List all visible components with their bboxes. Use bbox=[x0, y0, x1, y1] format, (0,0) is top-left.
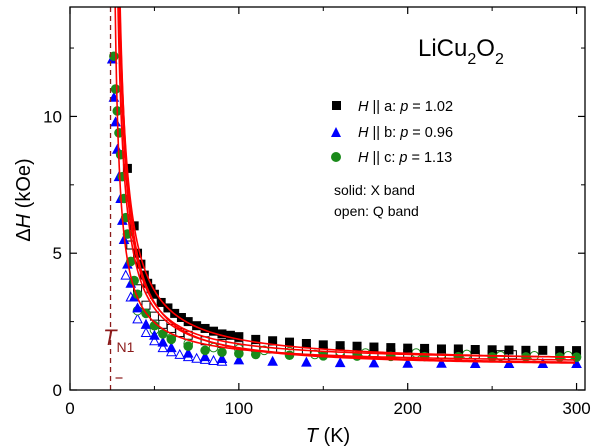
tick-layer: 0 100 200 300 0 5 10 bbox=[43, 7, 591, 418]
open-triangle-marker bbox=[149, 335, 160, 346]
legend-entry-c: H || c: p = 1.13 bbox=[358, 150, 452, 166]
x-tick-label: 300 bbox=[562, 399, 590, 418]
x-tick-label: 100 bbox=[225, 399, 253, 418]
x-tick-label: 200 bbox=[394, 399, 422, 418]
filled-square-marker bbox=[420, 343, 430, 353]
filled-triangle-marker bbox=[140, 318, 152, 329]
y-axis-title: ΔH (kOe) bbox=[13, 158, 35, 241]
open-triangle-marker bbox=[174, 348, 186, 359]
filled-triangle-marker bbox=[149, 329, 160, 340]
filled-circle-marker bbox=[110, 84, 121, 94]
legend: H || a: p = 1.02 H || b: p = 0.96 H || c… bbox=[331, 99, 453, 166]
filled-triangle-marker bbox=[132, 302, 143, 313]
filled-triangle-marker bbox=[199, 351, 211, 362]
filled-triangle-marker bbox=[233, 354, 245, 365]
y-tick-label: 5 bbox=[53, 244, 62, 263]
filled-square-marker bbox=[285, 337, 295, 347]
filled-circle-marker bbox=[183, 341, 193, 352]
filled-square-marker bbox=[453, 344, 463, 354]
filled-triangle-marker bbox=[503, 357, 515, 368]
fit-curve bbox=[114, 7, 576, 361]
filled-triangle-marker bbox=[110, 116, 121, 127]
open-triangle-marker bbox=[157, 342, 169, 353]
tn-line-layer bbox=[109, 7, 123, 390]
compound-label: LiCu2O2 bbox=[418, 35, 504, 68]
filled-square-marker bbox=[386, 343, 396, 353]
filled-circle-marker bbox=[166, 334, 177, 345]
filled-square-marker bbox=[301, 338, 311, 348]
fit-curve bbox=[119, 7, 576, 358]
filled-triangle-marker bbox=[157, 336, 169, 347]
filled-triangle-marker bbox=[301, 356, 312, 367]
filled-square-marker bbox=[470, 345, 480, 355]
filled-circle-marker bbox=[217, 347, 227, 358]
open-triangle-marker bbox=[191, 352, 202, 363]
fit-curve bbox=[118, 7, 576, 358]
legend-marker-a bbox=[332, 101, 341, 110]
y-tick-label: 0 bbox=[53, 381, 62, 400]
fit-curve bbox=[119, 7, 576, 364]
legend-entry-b: H || b: p = 0.96 bbox=[358, 125, 453, 141]
filled-triangle-marker bbox=[267, 355, 278, 366]
filled-triangle-marker bbox=[436, 357, 447, 368]
x-axis-title: T (K) bbox=[306, 425, 350, 447]
open-triangle-marker bbox=[208, 354, 219, 365]
note-solid: solid: X band bbox=[334, 182, 415, 198]
filled-square-marker bbox=[403, 343, 413, 353]
fit-layer bbox=[114, 7, 576, 364]
filled-square-marker bbox=[538, 345, 548, 355]
open-circle-marker bbox=[563, 351, 573, 361]
filled-triangle-marker bbox=[182, 347, 194, 358]
legend-entry-a: H || a: p = 1.02 bbox=[358, 99, 453, 115]
y-tick-label: 10 bbox=[43, 107, 62, 126]
open-triangle-marker bbox=[132, 313, 143, 324]
filled-triangle-marker bbox=[368, 357, 380, 368]
filled-square-marker bbox=[318, 340, 328, 350]
filled-circle-marker bbox=[234, 348, 244, 359]
legend-marker-c bbox=[331, 152, 341, 162]
filled-square-marker bbox=[369, 342, 379, 352]
filled-triangle-marker bbox=[165, 342, 177, 353]
filled-square-marker bbox=[352, 341, 362, 351]
legend-marker-b bbox=[331, 127, 341, 137]
filled-triangle-marker bbox=[216, 352, 228, 364]
open-triangle-marker bbox=[140, 326, 152, 338]
filled-square-marker bbox=[335, 341, 345, 351]
tn-label: TN1 bbox=[103, 325, 135, 355]
open-triangle-marker bbox=[120, 269, 132, 280]
filled-triangle-marker bbox=[402, 357, 414, 368]
filled-square-marker bbox=[234, 332, 244, 342]
plot-frame bbox=[69, 6, 586, 391]
filled-square-marker bbox=[156, 297, 166, 307]
filled-circle-marker bbox=[200, 345, 210, 356]
filled-circle-marker bbox=[487, 352, 497, 362]
open-square-marker bbox=[149, 311, 159, 321]
note-open: open: Q band bbox=[334, 203, 419, 219]
filled-square-marker bbox=[436, 344, 446, 354]
filled-square-marker bbox=[251, 334, 261, 344]
filled-triangle-marker bbox=[334, 357, 346, 368]
filled-triangle-marker bbox=[469, 357, 481, 368]
x-tick-label: 0 bbox=[65, 399, 74, 418]
filled-square-marker bbox=[504, 345, 514, 355]
